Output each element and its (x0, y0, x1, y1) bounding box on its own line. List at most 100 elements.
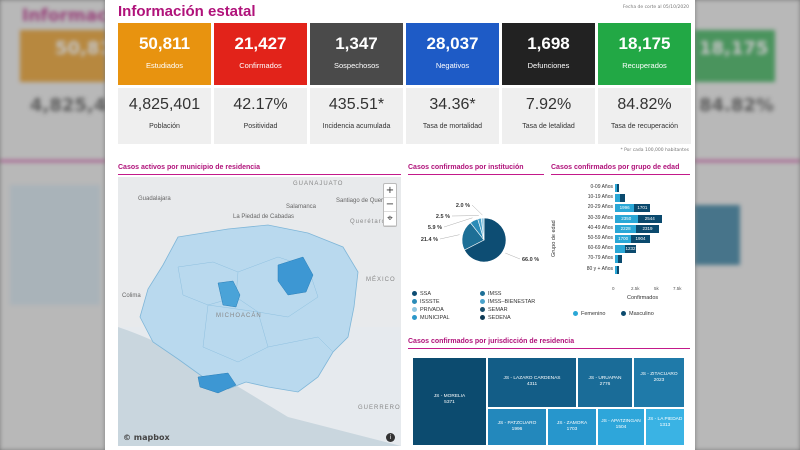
legend-imss-bienestar: IMSS–BIENESTAR (480, 299, 535, 305)
municipality-map[interactable]: Guadalajara GUANAJUATO La Piedad de Caba… (118, 177, 401, 446)
pie-leader-line (471, 204, 483, 216)
background-value: 4,825,4 (30, 95, 105, 116)
age-bar-femenino[interactable] (615, 255, 619, 264)
treemap-cell[interactable]: JS - ZITACUARO 2023 (633, 357, 685, 408)
age-category-label: 10-19 Años (587, 194, 613, 201)
age-bar-femenino[interactable] (615, 184, 618, 192)
card-label: Confirmados (239, 61, 282, 70)
legend-swatch (480, 315, 485, 321)
stat-incidencia: 435.51* Incidencia acumulada (310, 88, 403, 144)
info-icon[interactable]: i (386, 433, 395, 442)
stat-label: Tasa de mortalidad (422, 123, 483, 130)
card-value: 1,347 (335, 34, 378, 53)
card-value: 18,175 (618, 34, 671, 53)
age-category-label: 0-09 Años (590, 184, 613, 190)
stat-value: 34.36* (429, 96, 476, 113)
age-bar-femenino[interactable] (615, 194, 620, 203)
legend-label: MUNICIPAL (420, 315, 450, 321)
place-label: GUERRERO (358, 405, 401, 411)
legend-swatch (412, 307, 417, 313)
age-bar-femenino[interactable]: 1700 (615, 235, 632, 243)
treemap-cell[interactable]: JS - PATZCUARO 1996 (487, 408, 547, 446)
age-bar-chart: Grupo de edad Confirmados 0 2.5k 5k 7.5k… (551, 177, 690, 327)
page-title: Información estatal (118, 3, 256, 20)
zoom-out-button[interactable]: − (384, 199, 396, 212)
treemap-cell[interactable]: JS - URUAPAN 2776 (577, 357, 633, 408)
background-line (0, 160, 105, 162)
age-bar-femenino[interactable]: 1996 (615, 204, 635, 213)
pie-data-label: 2.5 % (436, 214, 450, 220)
lazaro-cardenas-municipality[interactable] (197, 372, 237, 394)
treemap-cell[interactable]: JS - LA PIEDAD 1313 (645, 408, 685, 446)
background-map (10, 185, 100, 305)
treemap-cell[interactable]: JS - LAZARO CARDENAS 4311 (487, 357, 577, 408)
card-estudiados: 50,811 Estudiados (118, 23, 211, 85)
age-category-label: 60-69 Años (587, 245, 613, 252)
legend-swatch (480, 307, 485, 313)
background-value: 18,175 (699, 38, 769, 59)
cell-value: 2023 (653, 378, 665, 384)
age-tick: 5k (654, 286, 659, 291)
pie-slice[interactable] (480, 217, 485, 241)
cell-value: 5371 (444, 400, 455, 406)
place-label: Guadalajara (138, 196, 171, 202)
treemap-cell[interactable]: JS - MORELIA 5371 (412, 357, 487, 446)
card-label: Estudiados (145, 61, 184, 70)
age-bar-femenino[interactable]: 2350 (615, 214, 638, 223)
age-bar-masculino[interactable] (616, 265, 619, 274)
legend-label: SSA (420, 291, 432, 297)
cell-name: JS - APATZINGAN (601, 419, 641, 424)
card-value: 21,427 (234, 34, 287, 53)
treemap-cell[interactable]: JS - ZAMORA 1703 (547, 408, 597, 446)
age-bar-femenino[interactable] (615, 245, 625, 254)
age-category-label: 50-59 Años (587, 235, 613, 241)
place-label: Querétaro (350, 219, 387, 225)
age-bar-masculino[interactable]: 1701 (634, 204, 651, 213)
card-sospechosos: 1,347 Sospechosos (310, 23, 403, 85)
morelia-municipality[interactable] (277, 256, 314, 296)
card-label: Sospechosos (333, 61, 380, 70)
jurisdiction-treemap: JS - MORELIA 5371 JS - LAZARO CARDENAS 431… (412, 357, 685, 446)
section-divider (408, 174, 544, 175)
stat-value: 4,825,401 (128, 96, 201, 113)
legend-label: IMSS–BIENESTAR (488, 299, 536, 305)
background-card (695, 30, 775, 82)
legend-privada: PRIVADA (412, 307, 444, 313)
place-label: MÉXICO (366, 277, 396, 283)
zoom-control: + − ⌖ (383, 183, 397, 227)
age-bar-femenino[interactable]: 2228 (615, 224, 637, 233)
treemap-cell[interactable]: JS - APATZINGAN 1504 (597, 408, 645, 446)
card-negativos: 28,037 Negativos (406, 23, 499, 85)
mapbox-logo[interactable]: © mapbox (123, 433, 170, 442)
background-map (695, 205, 740, 265)
age-bar-masculino[interactable]: 1232 (624, 245, 637, 254)
reset-north-button[interactable]: ⌖ (384, 212, 396, 226)
pie-slice[interactable] (464, 217, 507, 263)
cell-value: 1504 (615, 425, 627, 431)
age-bar-masculino[interactable]: 2544 (637, 214, 662, 223)
uruapan-municipality[interactable] (217, 280, 241, 308)
age-bar-femenino[interactable] (615, 265, 617, 274)
age-bar-masculino[interactable] (617, 184, 620, 192)
legend-masculino: Masculino (621, 311, 654, 317)
background-right: 18,175 84.82% (695, 0, 800, 450)
age-bar-masculino[interactable]: 1904 (631, 235, 650, 243)
legend-swatch (480, 299, 485, 305)
place-label: Colima (122, 293, 141, 299)
legend-swatch (480, 291, 485, 297)
age-bar-masculino[interactable] (618, 255, 623, 264)
stat-value: 435.51* (328, 96, 385, 113)
pie-data-label: 21.4 % (421, 237, 438, 243)
pie-leader-line (439, 234, 460, 240)
zoom-in-button[interactable]: + (384, 185, 396, 198)
stat-value: 7.92% (525, 96, 572, 113)
age-bar-masculino[interactable]: 2319 (636, 224, 659, 233)
age-bar-masculino[interactable] (619, 194, 626, 203)
treemap-title: Casos confirmados por jurisdicción de re… (408, 338, 575, 345)
age-y-axis-label: Grupo de edad (551, 220, 557, 257)
card-defunciones: 1,698 Defunciones (502, 23, 595, 85)
stat-poblacion: 4,825,401 Población (118, 88, 211, 144)
ocean (118, 327, 401, 446)
legend-label: SEMAR (488, 307, 508, 313)
legend-swatch (573, 311, 578, 317)
